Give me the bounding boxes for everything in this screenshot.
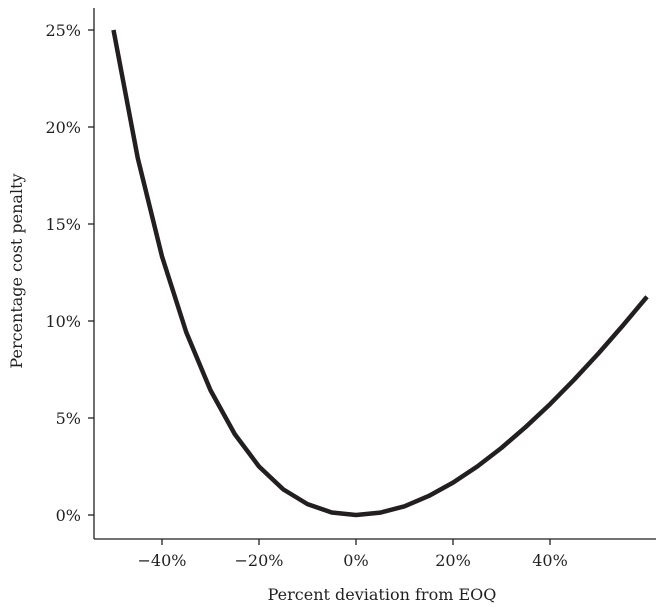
cost-penalty-curve: [111, 29, 649, 518]
x-tick-label: 20%: [435, 551, 471, 570]
plot-area: [111, 29, 649, 518]
y-axis-title: Percentage cost penalty: [7, 173, 26, 368]
y-tick-label: 5%: [56, 409, 81, 428]
y-tick-label: 25%: [45, 21, 81, 40]
x-tick-label: 0%: [343, 551, 368, 570]
y-tick-label: 10%: [45, 312, 81, 331]
x-axis-title: Percent deviation from EOQ: [268, 585, 497, 604]
x-tick-label: 40%: [532, 551, 568, 570]
x-tick-label: −40%: [138, 551, 187, 570]
ticks: 0% 5% 10% 15% 20% 25% −40% −20% 0% 20% 40%: [45, 21, 567, 570]
y-tick-label: 20%: [45, 118, 81, 137]
y-tick-label: 0%: [56, 506, 81, 525]
x-tick-label: −20%: [235, 551, 284, 570]
axes: [93, 8, 656, 540]
y-tick-label: 15%: [45, 215, 81, 234]
